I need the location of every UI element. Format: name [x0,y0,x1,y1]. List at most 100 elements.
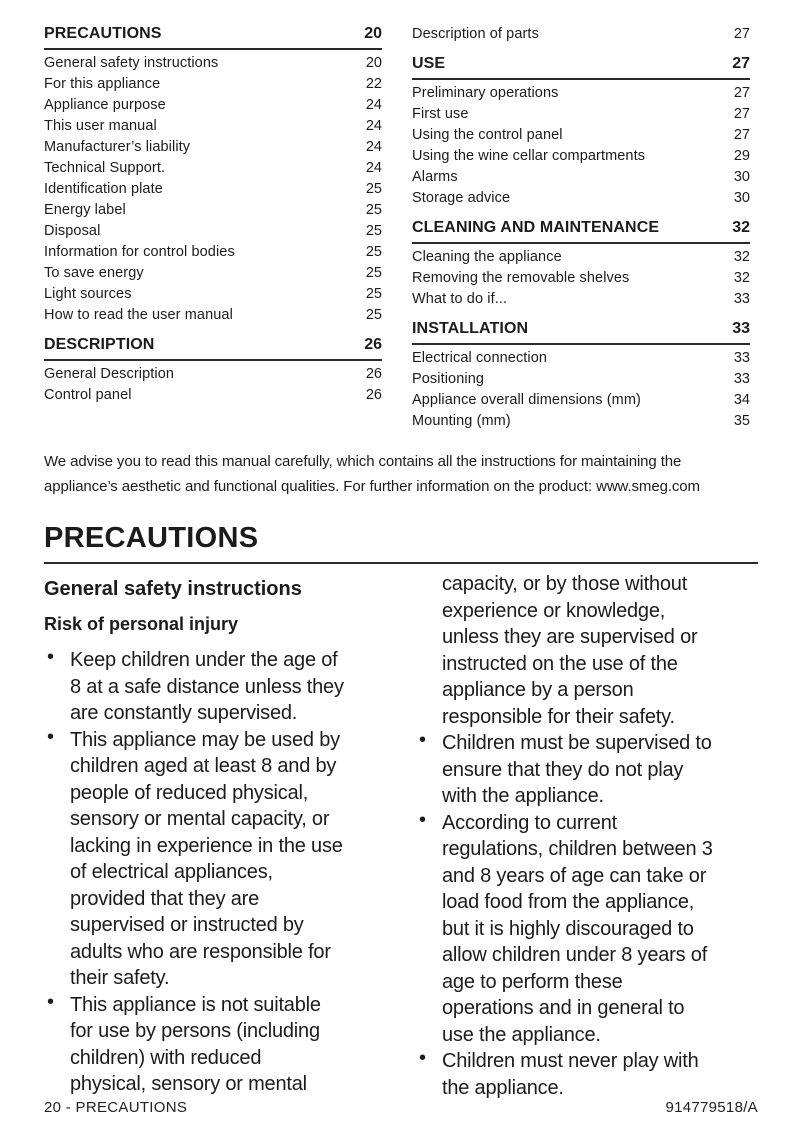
toc-entry-label: General safety instructions [44,55,219,71]
toc-entry: To save energy 25 [44,263,382,284]
toc-entry-label: This user manual [44,118,157,134]
toc-section-header: CLEANING AND MAINTENANCE 32 [412,218,750,244]
toc-entry-page: 32 [732,219,750,236]
toc-entry-page: 29 [733,148,750,164]
toc-entry: Disposal 25 [44,221,382,242]
toc-entry: Light sources 25 [44,284,382,305]
toc-entry: Positioning 33 [412,369,750,390]
bullet-text: This appliance may be used by children a… [70,728,343,990]
toc-entry-page: 27 [733,106,750,122]
toc-entry-label: Identification plate [44,181,163,197]
toc-entry: Preliminary operations 27 [412,83,750,104]
toc-entry: Mounting (mm) 35 [412,411,750,432]
toc-entry-page: 25 [365,181,382,197]
bullet-icon: • [47,646,55,668]
toc-entry-label: Positioning [412,371,485,387]
bullet-icon: • [419,1047,427,1069]
toc-entry: Identification plate 25 [44,179,382,200]
toc-entry: For this appliance 22 [44,74,382,95]
toc-entry: First use 27 [412,104,750,125]
toc-entry-page: 32 [733,270,750,286]
toc-entry-page: 25 [365,286,382,302]
toc-section-header: USE 27 [412,54,750,80]
toc-entry: Appliance purpose 24 [44,95,382,116]
bullet-text: Children must never play with the applia… [442,1050,699,1099]
toc-entry-label: General Description [44,366,175,382]
toc-entry-page: 25 [365,265,382,281]
toc-section-header: PRECAUTIONS 20 [44,24,382,50]
toc-entry-page: 27 [733,26,750,42]
toc-entry: Electrical connection 33 [412,348,750,369]
page-footer: 20 - PRECAUTIONS 914779518/A [44,1099,758,1116]
toc-entry-page: 24 [365,118,382,134]
bullet-item: • Children must never play with the appli… [416,1047,758,1101]
bullet-icon: • [419,808,427,831]
toc-entry: Energy label 25 [44,200,382,221]
bullet-icon: • [47,990,55,1013]
toc-entry-page: 25 [365,202,382,218]
intro-paragraph: We advise you to read this manual carefu… [44,453,700,495]
toc-entry: Manufacturer’s liability 24 [44,137,382,158]
toc-entry-page: 20 [364,25,382,42]
toc-entry-page: 26 [365,366,382,382]
toc-entry-label: Using the control panel [412,127,563,143]
toc-entry-page: 34 [733,392,750,408]
toc-section-header: INSTALLATION 33 [412,319,750,345]
toc-entry-page: 30 [733,190,750,206]
toc-entry-label: Energy label [44,202,126,218]
table-of-contents: PRECAUTIONS 20 General safety instructions… [44,24,758,432]
toc-entry-label: Control panel [44,387,132,403]
toc-entry-label: Alarms [412,169,458,185]
toc-entry-page: 30 [733,169,750,185]
bullet-item: • This appliance may be used by children … [44,726,386,992]
toc-entry-page: 24 [365,139,382,155]
toc-entry-label: INSTALLATION [412,320,529,337]
toc-entry-page: 33 [733,371,750,387]
toc-entry-label: Information for control bodies [44,244,235,260]
toc-entry: This user manual 24 [44,116,382,137]
toc-entry-label: Manufacturer’s liability [44,139,191,155]
toc-entry: Information for control bodies 25 [44,242,382,263]
toc-entry-label: Appliance overall dimensions (mm) [412,392,641,408]
bullet-text: This appliance is not suitable for use b… [70,993,321,1096]
toc-entry-page: 27 [733,127,750,143]
toc-entry-label: Technical Support. [44,160,166,176]
heading-general-safety-instructions: General safety instructions [44,578,302,600]
toc-entry-page: 25 [365,223,382,239]
toc-entry: What to do if... 33 [412,289,750,310]
toc-entry-page: 35 [733,413,750,429]
toc-entry-label: Appliance purpose [44,97,166,113]
continuation-text: capacity, or by those without experience… [416,571,758,730]
toc-entry-label: Removing the removable shelves [412,270,630,286]
toc-entry: Using the wine cellar compartments 29 [412,146,750,167]
bullet-text: Children must be supervised to ensure th… [442,732,712,807]
bullet-item: • Keep children under the age of 8 at a s… [44,646,386,727]
toc-entry-page: 27 [732,55,750,72]
toc-entry: Description of parts 27 [412,24,750,45]
bullet-icon: • [419,729,427,751]
toc-entry: General safety instructions 20 [44,53,382,74]
toc-entry-page: 25 [365,244,382,260]
bullet-text: capacity, or by those without experience… [442,573,698,728]
toc-entry-label: Electrical connection [412,350,548,366]
toc-entry-page: 32 [733,249,750,265]
toc-column-right: Description of parts 27 USE 27 Preliminary o… [412,24,750,432]
toc-entry-page: 20 [365,55,382,71]
toc-entry-page: 33 [733,291,750,307]
toc-entry-label: USE [412,55,446,72]
toc-entry: Appliance overall dimensions (mm) 34 [412,390,750,411]
bullet-list-left: • Keep children under the age of 8 at a s… [44,646,386,1098]
toc-entry: How to read the user manual 25 [44,305,382,326]
toc-entry: Cleaning the appliance 32 [412,247,750,268]
section-title: PRECAUTIONS [44,522,758,564]
bullet-list-right: capacity, or by those without experience… [416,571,758,1101]
toc-entry: Using the control panel 27 [412,125,750,146]
toc-entry: Alarms 30 [412,167,750,188]
toc-entry-label: DESCRIPTION [44,336,155,353]
toc-entry-page: 24 [365,160,382,176]
toc-entry: Removing the removable shelves 32 [412,268,750,289]
toc-entry-label: For this appliance [44,76,161,92]
toc-entry-label: What to do if... [412,291,508,307]
toc-entry-page: 33 [733,350,750,366]
toc-entry-label: Cleaning the appliance [412,249,562,265]
